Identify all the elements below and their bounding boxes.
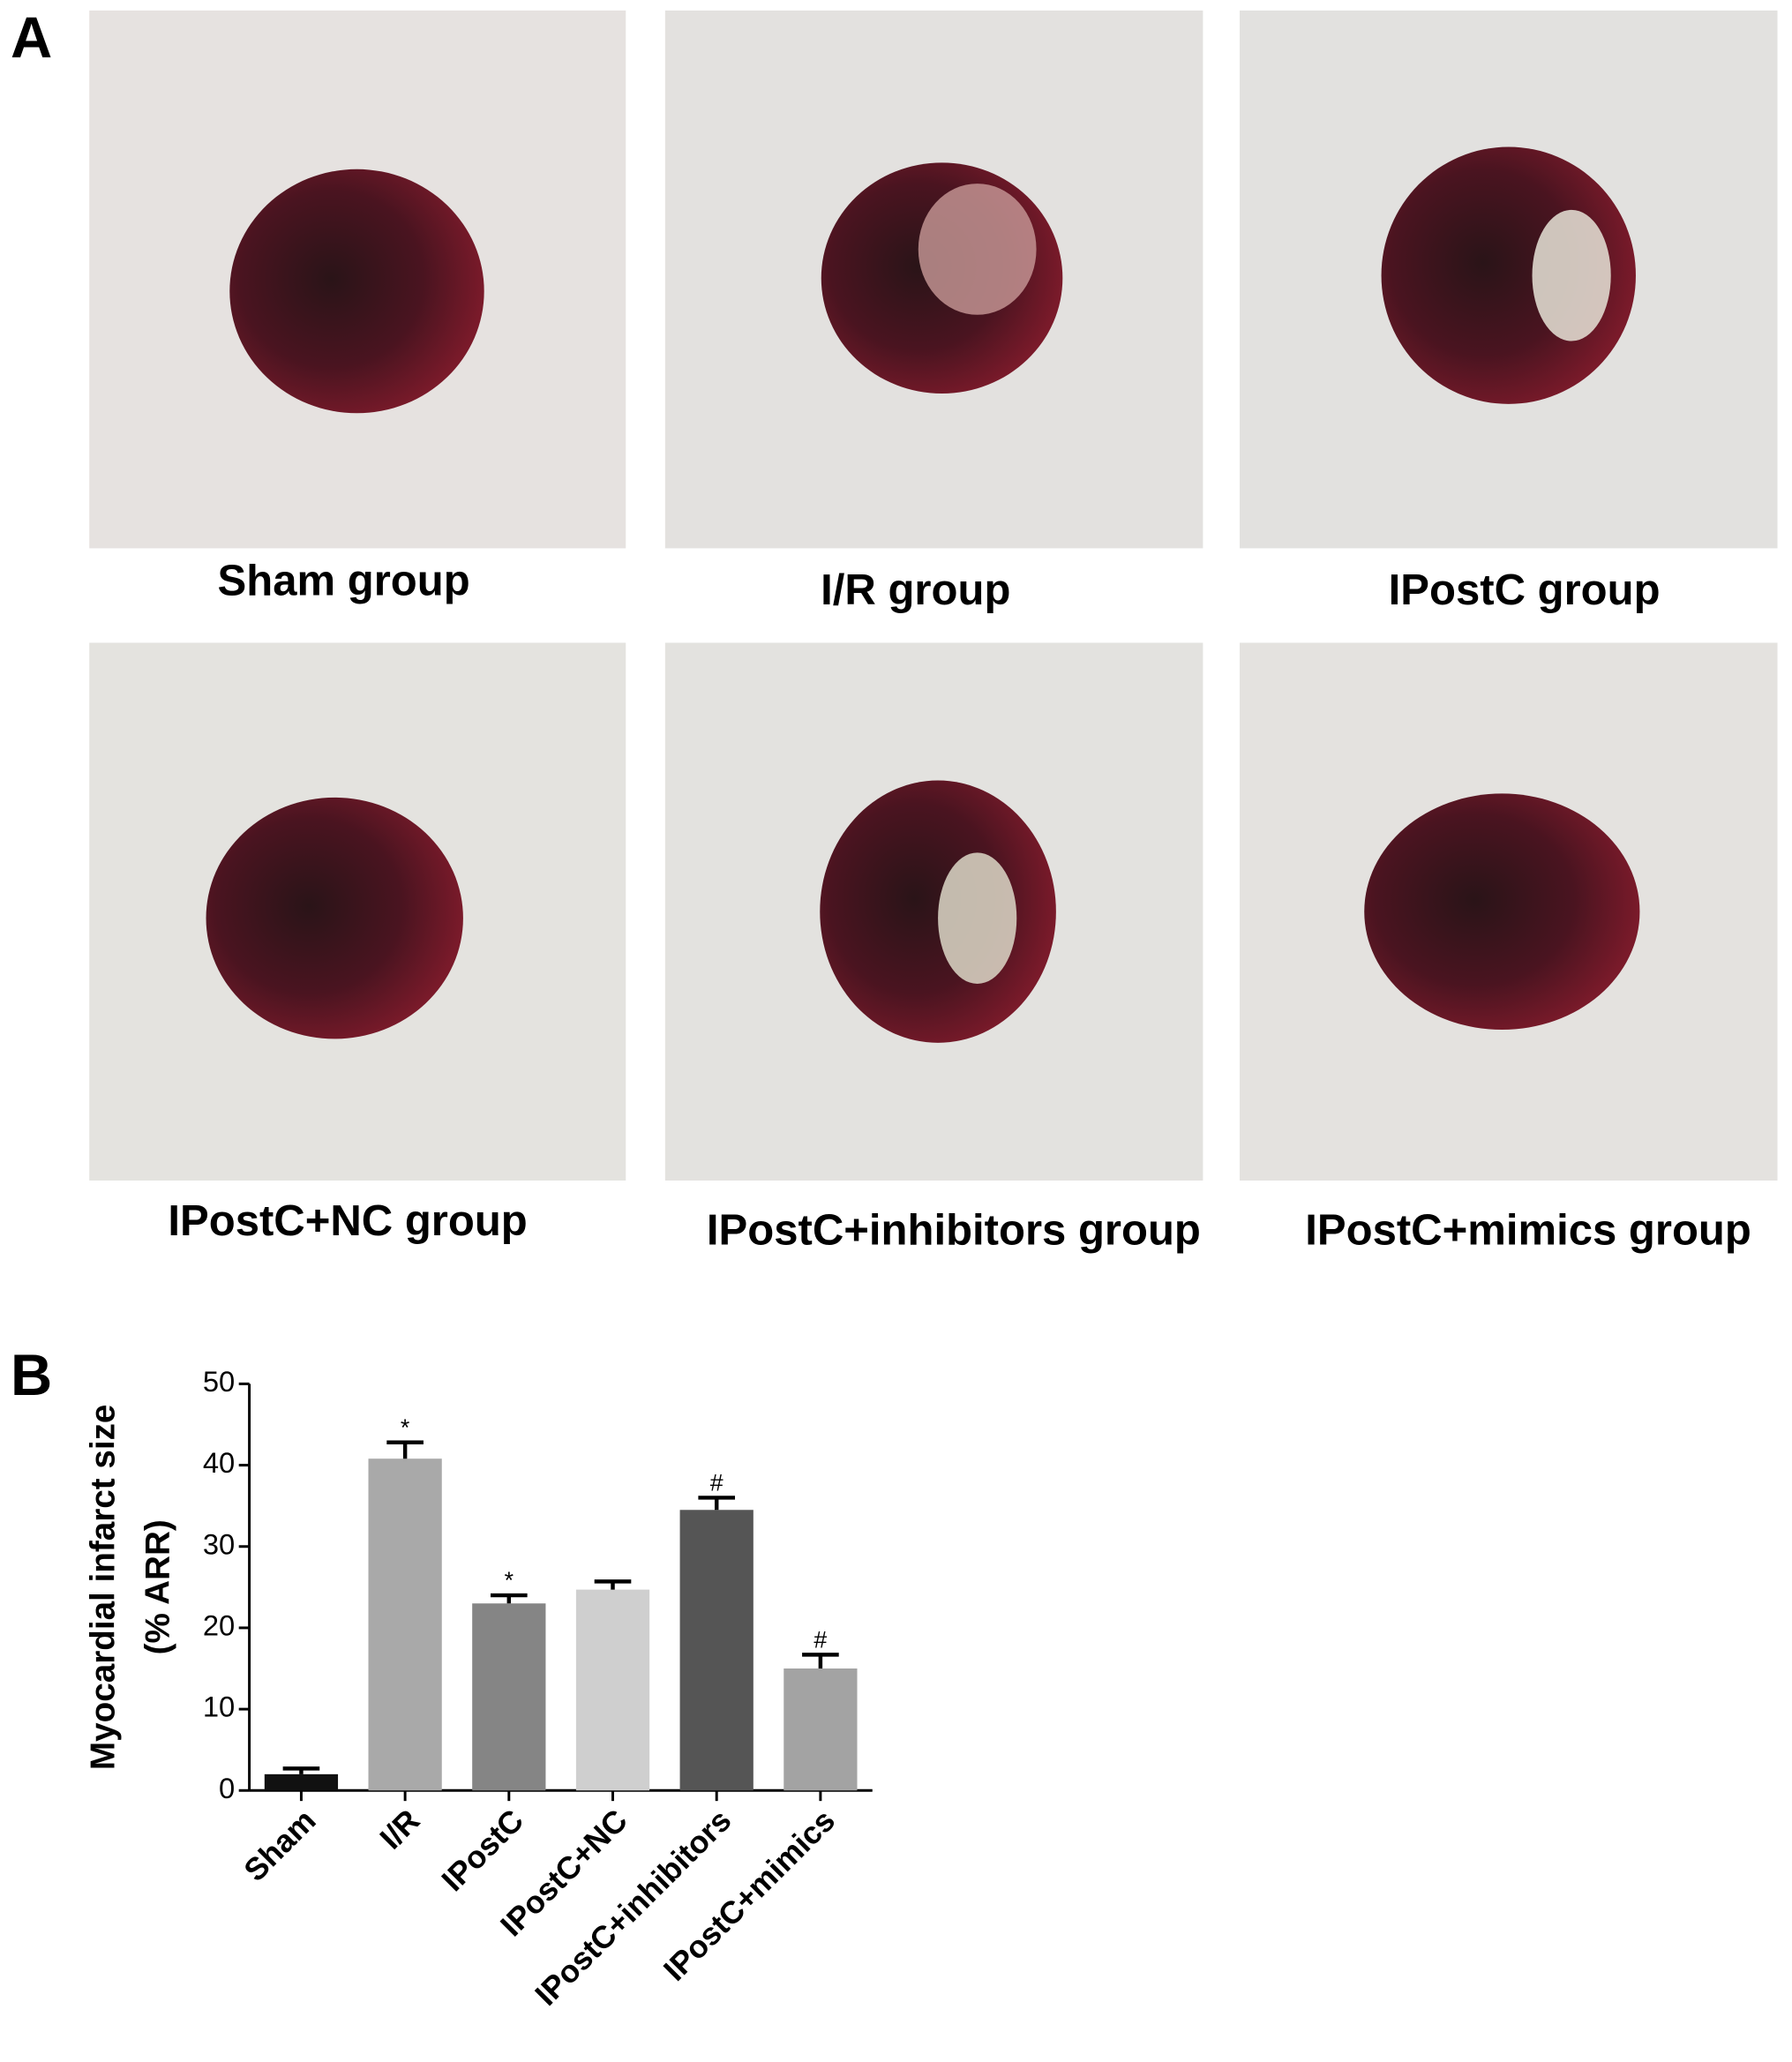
significance-marker: * (505, 1567, 514, 1593)
caption: IPostC group (1389, 566, 1661, 614)
panel-label: A (11, 5, 52, 70)
photos (89, 10, 1778, 1181)
bar-chart: 0 10 20 30 40 50 Myocardial infarct size (% ARR… (84, 1365, 873, 2013)
y-tick-label: 20 (203, 1609, 235, 1642)
bar (784, 1668, 858, 1791)
x-tick-label: IPostC+inhibitors (529, 1803, 739, 2013)
bar (368, 1458, 442, 1791)
heart-region (1532, 209, 1611, 341)
error-bar (802, 1653, 839, 1669)
caption: IPostC+inhibitors group (707, 1206, 1201, 1254)
significance-marker: # (814, 1627, 827, 1653)
significance-marker: * (401, 1414, 409, 1441)
caption: IPostC+mimics group (1305, 1206, 1751, 1254)
significance-marker: # (710, 1470, 724, 1496)
heart-region (918, 184, 1037, 315)
panel-label: B (11, 1343, 52, 1407)
y-tick-label: 10 (203, 1691, 235, 1723)
heart (206, 797, 463, 1039)
heart (820, 780, 1056, 1043)
caption: I/R group (821, 566, 1010, 614)
y-tick-label: 30 (203, 1527, 235, 1560)
error-bar (386, 1440, 424, 1459)
y-tick-label: 40 (203, 1446, 235, 1479)
error-bar (698, 1496, 736, 1511)
error-bar (491, 1593, 528, 1604)
x-tick-label: I/R (373, 1803, 427, 1856)
heart (1364, 793, 1640, 1031)
bar (679, 1510, 754, 1791)
caption: IPostC+NC group (168, 1197, 527, 1245)
bar (472, 1603, 546, 1791)
x-tick-label: IPostC (435, 1803, 530, 1898)
caption: Sham group (218, 558, 470, 605)
bar (575, 1589, 650, 1791)
x-tick-label: Sham (237, 1803, 323, 1888)
bar (264, 1773, 339, 1791)
y-axis-label: Myocardial infarct size (84, 1405, 122, 1770)
y-tick-label: 0 (219, 1772, 235, 1804)
heart-region (938, 852, 1017, 984)
y-tick-label: 50 (203, 1365, 235, 1398)
y-axis-label: (% ARR) (139, 1519, 177, 1654)
error-bar (282, 1766, 320, 1774)
heart (229, 169, 484, 414)
error-bar (594, 1579, 632, 1590)
